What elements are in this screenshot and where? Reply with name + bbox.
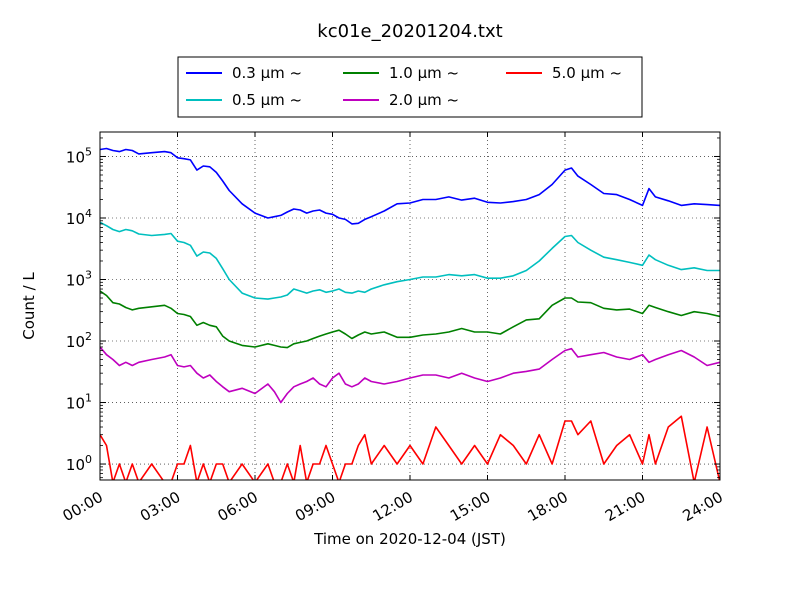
- grid-lines: [100, 132, 720, 480]
- series-line-1: [100, 221, 720, 300]
- y-tick-label: 105: [66, 145, 92, 166]
- series-group: [100, 147, 720, 480]
- legend-label: 0.5 μm ~: [232, 91, 302, 109]
- x-tick-label: 09:00: [292, 488, 338, 525]
- x-tick-label: 15:00: [447, 488, 493, 525]
- axis-ticks: [99, 132, 721, 480]
- x-tick-label: 00:00: [60, 488, 106, 525]
- x-tick-label: 12:00: [370, 488, 416, 525]
- x-tick-label: 21:00: [602, 488, 648, 525]
- y-tick-label: 103: [66, 268, 92, 289]
- y-tick-labels: 100 101 102 103 104 105: [66, 145, 92, 474]
- y-axis-label: Count / L: [20, 272, 38, 340]
- x-tick-label: 18:00: [525, 488, 571, 525]
- x-tick-label: 06:00: [215, 488, 261, 525]
- y-tick-label: 101: [66, 392, 92, 413]
- legend: 0.3 μm ~ 0.5 μm ~ 1.0 μm ~ 2.0 μm ~ 5.0 μm ~: [177, 56, 643, 118]
- legend-label: 1.0 μm ~: [389, 64, 459, 82]
- series-line-0: [100, 147, 720, 225]
- series-line-4: [100, 415, 720, 480]
- chart-title: kc01e_20201204.txt: [317, 21, 502, 42]
- legend-box: [177, 56, 643, 118]
- series-line-2: [100, 290, 720, 349]
- legend-label: 5.0 μm ~: [552, 64, 622, 82]
- series-line-3: [100, 346, 720, 404]
- x-tick-label: 24:00: [680, 488, 726, 525]
- legend-label: 0.3 μm ~: [232, 64, 302, 82]
- x-tick-labels: 00:00 03:00 06:00 09:00 12:00 15:00 18:00 21:00…: [60, 488, 726, 525]
- x-axis-label: Time on 2020-12-04 (JST): [313, 530, 506, 548]
- y-tick-label: 104: [66, 207, 92, 228]
- legend-label: 2.0 μm ~: [389, 91, 459, 109]
- y-tick-label: 102: [66, 330, 92, 351]
- x-tick-label: 03:00: [137, 488, 183, 525]
- y-tick-label: 100: [66, 453, 92, 474]
